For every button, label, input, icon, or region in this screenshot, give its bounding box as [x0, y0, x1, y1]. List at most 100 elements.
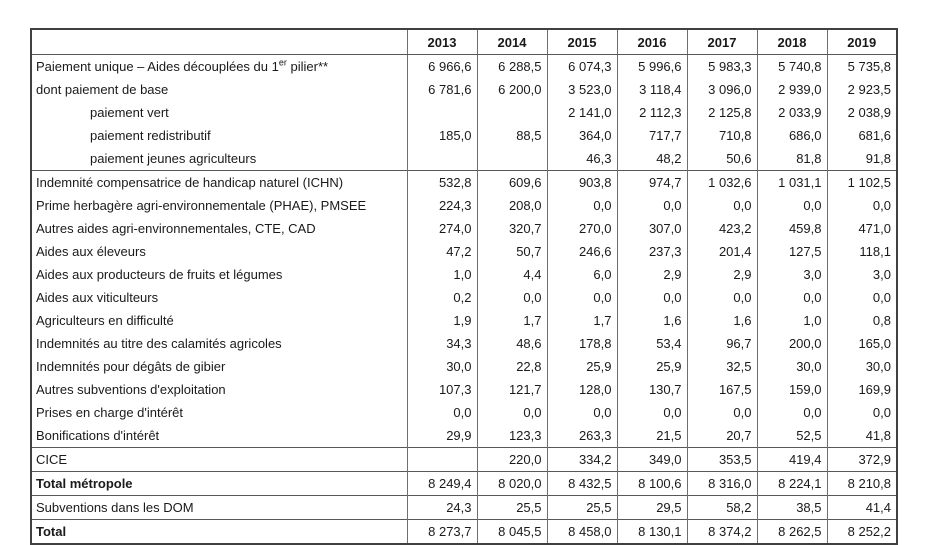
- row-label-text: Paiement unique – Aides découplées du 1: [36, 59, 279, 74]
- value-cell: 270,0: [546, 217, 617, 240]
- value-cell: 41,4: [826, 495, 897, 520]
- value-cell: 50,6: [686, 147, 757, 171]
- value-cell: 2,9: [616, 263, 687, 286]
- value-cell: 974,7: [616, 170, 687, 194]
- value-cell: 8 045,5: [476, 519, 547, 544]
- value-cell: 0,0: [546, 401, 617, 424]
- value-cell: 0,0: [826, 286, 897, 309]
- value-cell: [406, 101, 477, 124]
- table-row: paiement vert 2 141,0 2 112,3 2 125,8 2 033,…: [31, 101, 897, 124]
- value-cell: 1,6: [686, 309, 757, 332]
- row-label: paiement jeunes agriculteurs: [90, 151, 257, 166]
- value-cell: 159,0: [756, 378, 827, 401]
- value-cell: 320,7: [476, 217, 547, 240]
- value-cell: 8 249,4: [406, 471, 477, 496]
- value-cell: 3 096,0: [686, 78, 757, 101]
- value-cell: 30,0: [756, 355, 827, 378]
- value-cell: 8 458,0: [546, 519, 617, 544]
- value-cell: 107,3: [406, 378, 477, 401]
- value-cell: 1,6: [616, 309, 687, 332]
- value-cell: 220,0: [476, 447, 547, 472]
- value-cell: 201,4: [686, 240, 757, 263]
- value-cell: 1,7: [476, 309, 547, 332]
- value-cell: 0,0: [476, 286, 547, 309]
- row-label: Subventions dans les DOM: [31, 495, 407, 520]
- row-label: Indemnités pour dégâts de gibier: [36, 359, 226, 374]
- value-cell: 25,5: [546, 495, 617, 520]
- value-cell: 96,7: [686, 332, 757, 355]
- row-label: Prime herbagère agri-environnementale (P…: [36, 198, 367, 213]
- row-label: Indemnité compensatrice de handicap natu…: [31, 170, 407, 194]
- table-row: paiement redistributif 185,0 88,5 364,0 717,…: [31, 124, 897, 147]
- value-cell: 0,0: [826, 194, 897, 217]
- year-column-header: 2017: [686, 29, 757, 55]
- year-column-header: 2018: [756, 29, 827, 55]
- value-cell: 0,0: [756, 401, 827, 424]
- value-cell: 2 939,0: [756, 78, 827, 101]
- subsidies-table: 2013 2014 2015 2016 2017 2018 2019 Paiement un…: [30, 28, 898, 545]
- value-cell: 0,0: [686, 194, 757, 217]
- table-row: Indemnités pour dégâts de gibier 30,0 22,8…: [31, 355, 897, 378]
- value-cell: 6 200,0: [476, 78, 547, 101]
- value-cell: 224,3: [406, 194, 477, 217]
- value-cell: 903,8: [546, 170, 617, 194]
- value-cell: 130,7: [616, 378, 687, 401]
- year-column-header: 2015: [546, 29, 617, 55]
- value-cell: 20,7: [686, 424, 757, 448]
- value-cell: 1,7: [546, 309, 617, 332]
- value-cell: 5 740,8: [756, 54, 827, 78]
- value-cell: [476, 147, 547, 171]
- value-cell: 5 735,8: [826, 54, 897, 78]
- value-cell: 334,2: [546, 447, 617, 472]
- value-cell: 121,7: [476, 378, 547, 401]
- value-cell: 0,0: [756, 194, 827, 217]
- value-cell: 1,0: [756, 309, 827, 332]
- row-label-superscript: er: [278, 57, 287, 68]
- value-cell: 349,0: [616, 447, 687, 472]
- row-label: Aides aux producteurs de fruits et légum…: [36, 267, 283, 282]
- year-column-header: 2014: [476, 29, 547, 55]
- row-label-text: pilier**: [286, 59, 329, 74]
- value-cell: 0,0: [546, 286, 617, 309]
- value-cell: 50,7: [476, 240, 547, 263]
- table-row: Indemnité compensatrice de handicap natu…: [31, 170, 897, 194]
- value-cell: 123,3: [476, 424, 547, 448]
- value-cell: 1,0: [406, 263, 477, 286]
- year-column-header: 2013: [406, 29, 477, 55]
- value-cell: 471,0: [826, 217, 897, 240]
- row-label: Autres aides agri-environnementales, CTE…: [36, 221, 316, 236]
- value-cell: 2,9: [686, 263, 757, 286]
- value-cell: [406, 447, 477, 472]
- row-label: Aides aux éleveurs: [36, 244, 146, 259]
- row-label: Agriculteurs en difficulté: [36, 313, 174, 328]
- value-cell: 372,9: [826, 447, 897, 472]
- value-cell: 41,8: [826, 424, 897, 448]
- value-cell: 2 923,5: [826, 78, 897, 101]
- value-cell: 8 316,0: [686, 471, 757, 496]
- value-cell: 88,5: [476, 124, 547, 147]
- value-cell: 710,8: [686, 124, 757, 147]
- table-row: paiement jeunes agriculteurs 46,3 48,2 50,6…: [31, 147, 897, 171]
- value-cell: 81,8: [756, 147, 827, 171]
- value-cell: 717,7: [616, 124, 687, 147]
- value-cell: 0,0: [686, 401, 757, 424]
- value-cell: 53,4: [616, 332, 687, 355]
- value-cell: 30,0: [826, 355, 897, 378]
- table-row: Aides aux viticulteurs 0,2 0,0 0,0 0,0 0,0 0,0…: [31, 286, 897, 309]
- value-cell: 0,2: [406, 286, 477, 309]
- corner-header-cell: [31, 29, 407, 55]
- value-cell: 167,5: [686, 378, 757, 401]
- table-row: Subventions dans les DOM 24,3 25,5 25,5 29,5…: [31, 495, 897, 520]
- table-body: Paiement unique – Aides découplées du 1e…: [31, 54, 897, 544]
- year-column-header: 2016: [616, 29, 687, 55]
- table-row: dont paiement de base 6 781,6 6 200,0 3 523…: [31, 78, 897, 101]
- value-cell: 91,8: [826, 147, 897, 171]
- value-cell: 4,4: [476, 263, 547, 286]
- table-row: Autres subventions d'exploitation 107,3 12…: [31, 378, 897, 401]
- value-cell: 6,0: [546, 263, 617, 286]
- value-cell: 3 523,0: [546, 78, 617, 101]
- row-label: dont paiement de base: [36, 82, 169, 97]
- value-cell: 0,0: [616, 286, 687, 309]
- table-row: Aides aux éleveurs 47,2 50,7 246,6 237,3 201,…: [31, 240, 897, 263]
- value-cell: 0,0: [406, 401, 477, 424]
